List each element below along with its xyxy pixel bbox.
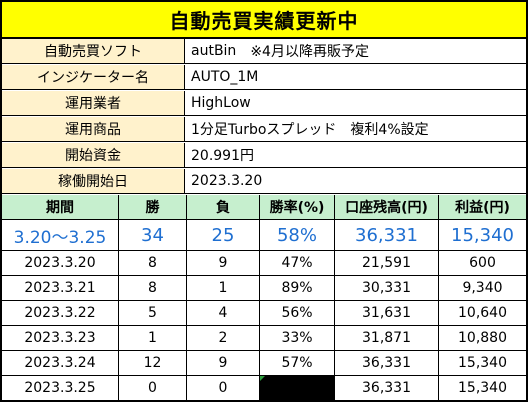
info-row-software: 自動売買ソフト autBin ※4月以降再販予定 (2, 39, 526, 64)
row-win-rate: 33% (260, 326, 335, 350)
row-wins: 12 (119, 351, 187, 375)
info-row-product: 運用商品 1分足Turboスプレッド 複利4%設定 (2, 117, 526, 142)
row-date: 2023.3.20 (2, 251, 119, 275)
info-value: 1分足Turboスプレッド 複利4%設定 (191, 122, 429, 138)
info-value: 2023.3.20 (191, 173, 263, 189)
row-date: 2023.3.21 (2, 276, 119, 300)
error-indicator-icon (260, 376, 265, 381)
sheet-title: 自動売買実績更新中 (2, 2, 526, 39)
info-value: 20.991円 (191, 148, 254, 164)
column-header-losses: 負 (187, 195, 260, 219)
summary-losses: 25 (187, 220, 260, 250)
row-losses: 9 (187, 251, 260, 275)
row-losses: 9 (187, 351, 260, 375)
row-date: 2023.3.23 (2, 326, 119, 350)
info-label: 開始資金 (2, 143, 185, 167)
row-profit: 9,340 (462, 280, 503, 296)
table-row: 2023.3.20 8 9 47% 21,591 600 (2, 251, 526, 276)
row-losses: 2 (187, 326, 260, 350)
row-date: 2023.3.24 (2, 351, 119, 375)
table-row: 2023.3.24 12 9 57% 36,331 15,340 (2, 351, 526, 376)
info-row-start-date: 稼働開始日 2023.3.20 (2, 169, 526, 194)
column-header-period: 期間 (2, 195, 119, 219)
info-label: 運用業者 (2, 91, 185, 115)
row-profit: 15,340 (458, 380, 507, 396)
column-header-balance: 口座残高(円) (335, 195, 439, 219)
info-label: 運用商品 (2, 117, 185, 141)
summary-wins: 34 (119, 220, 187, 250)
summary-period: 3.20～3.25 (2, 220, 119, 250)
row-wins: 5 (119, 301, 187, 325)
resale-note: ※4月以降再販予定 (250, 44, 369, 60)
software-name: autBin (191, 43, 237, 59)
row-wins: 8 (119, 276, 187, 300)
row-profit: 15,340 (458, 355, 507, 371)
summary-profit: 15,340 (451, 224, 514, 246)
info-value: AUTO_1M (191, 69, 259, 85)
summary-win-rate: 58% (260, 220, 335, 250)
info-row-capital: 開始資金 20.991円 (2, 143, 526, 168)
row-balance: 31,631 (335, 301, 439, 325)
info-row-broker: 運用業者 HighLow (2, 91, 526, 116)
row-win-rate-blank (260, 376, 335, 400)
column-header-profit: 利益(円) (455, 200, 510, 216)
row-balance: 30,331 (335, 276, 439, 300)
info-row-indicator: インジケーター名 AUTO_1M (2, 65, 526, 90)
row-profit: 600 (469, 255, 496, 271)
row-win-rate: 89% (260, 276, 335, 300)
row-balance: 21,591 (335, 251, 439, 275)
summary-balance: 36,331 (335, 220, 439, 250)
info-value: autBin ※4月以降再販予定 (185, 39, 526, 63)
row-win-rate: 47% (260, 251, 335, 275)
row-losses: 4 (187, 301, 260, 325)
table-row: 2023.3.25 0 0 36,331 15,340 (2, 376, 526, 400)
info-value: HighLow (191, 95, 251, 111)
column-header-win-rate: 勝率(%) (260, 195, 335, 219)
summary-row: 3.20～3.25 34 25 58% 36,331 15,340 (2, 220, 526, 251)
info-label: インジケーター名 (2, 65, 185, 89)
row-wins: 0 (119, 376, 187, 400)
row-losses: 0 (187, 376, 260, 400)
info-label: 自動売買ソフト (2, 39, 185, 63)
table-row: 2023.3.22 5 4 56% 31,631 10,640 (2, 301, 526, 326)
row-win-rate: 57% (260, 351, 335, 375)
table-row: 2023.3.23 1 2 33% 31,871 10,880 (2, 326, 526, 351)
row-date: 2023.3.22 (2, 301, 119, 325)
row-date: 2023.3.25 (2, 376, 119, 400)
row-losses: 1 (187, 276, 260, 300)
row-wins: 1 (119, 326, 187, 350)
row-balance: 36,331 (335, 351, 439, 375)
row-profit: 10,640 (458, 305, 507, 321)
row-win-rate: 56% (260, 301, 335, 325)
row-profit: 10,880 (458, 330, 507, 346)
row-balance: 31,871 (335, 326, 439, 350)
info-label: 稼働開始日 (2, 169, 185, 193)
table-header: 期間 勝 負 勝率(%) 口座残高(円) 利益(円) (2, 195, 526, 220)
table-row: 2023.3.21 8 1 89% 30,331 9,340 (2, 276, 526, 301)
row-wins: 8 (119, 251, 187, 275)
column-header-wins: 勝 (119, 195, 187, 219)
row-balance: 36,331 (335, 376, 439, 400)
